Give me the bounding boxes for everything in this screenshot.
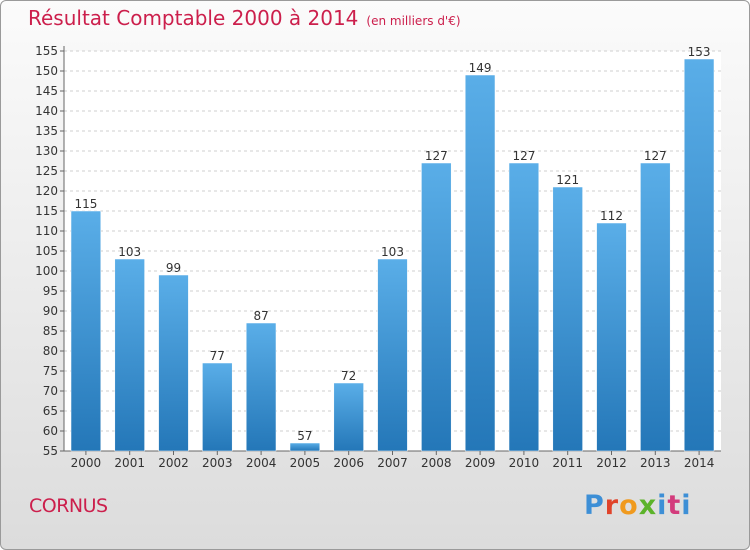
y-tick-label: 100 xyxy=(35,264,58,278)
x-tick-label-2000: 2000 xyxy=(71,456,102,470)
bar-2010 xyxy=(508,162,540,452)
bar-2003 xyxy=(202,362,233,452)
y-tick-label: 75 xyxy=(43,364,58,378)
y-tick-label: 130 xyxy=(35,144,58,158)
x-tick-label-2005: 2005 xyxy=(290,456,321,470)
y-tick-label: 120 xyxy=(35,184,58,198)
y-tick-label: 70 xyxy=(43,384,58,398)
bar-2008 xyxy=(421,162,452,452)
bar-2009 xyxy=(464,74,496,452)
x-tick-label-2004: 2004 xyxy=(246,456,277,470)
y-tick-label: 95 xyxy=(43,284,58,298)
bar-2005 xyxy=(289,442,321,452)
data-label-2007: 103 xyxy=(381,245,404,259)
bar-2004 xyxy=(245,322,277,452)
data-label-2002: 99 xyxy=(166,261,181,275)
x-tick-label-2012: 2012 xyxy=(596,456,627,470)
y-tick-label: 145 xyxy=(35,84,58,98)
x-tick-label-2014: 2014 xyxy=(684,456,715,470)
x-tick-label-2011: 2011 xyxy=(552,456,583,470)
bar-2012 xyxy=(596,222,627,452)
bar-2000 xyxy=(70,210,102,452)
bar-2014 xyxy=(683,58,715,452)
y-tick-label: 135 xyxy=(35,124,58,138)
bar-2006 xyxy=(333,382,364,452)
x-tick-label-2001: 2001 xyxy=(114,456,145,470)
x-tick-label-2010: 2010 xyxy=(509,456,540,470)
chart-title-text: Résultat Comptable 2000 à 2014 xyxy=(28,6,359,30)
x-tick-label-2008: 2008 xyxy=(421,456,452,470)
y-tick-label: 140 xyxy=(35,104,58,118)
data-label-2012: 112 xyxy=(600,209,623,223)
chart-title: Résultat Comptable 2000 à 2014 (en millie… xyxy=(28,6,461,30)
data-label-2010: 127 xyxy=(512,149,535,163)
y-tick-label: 85 xyxy=(43,324,58,338)
data-label-2000: 115 xyxy=(74,197,97,211)
x-tick-label-2003: 2003 xyxy=(202,456,233,470)
bar-2002 xyxy=(158,274,189,452)
bar-2001 xyxy=(114,258,145,452)
y-tick-label: 80 xyxy=(43,344,58,358)
bar-2011 xyxy=(552,186,583,452)
data-label-2004: 87 xyxy=(253,309,268,323)
x-tick-label-2007: 2007 xyxy=(377,456,408,470)
y-tick-label: 55 xyxy=(43,444,58,458)
y-tick-label: 125 xyxy=(35,164,58,178)
y-tick-label: 105 xyxy=(35,244,58,258)
y-tick-label: 60 xyxy=(43,424,58,438)
y-tick-label: 65 xyxy=(43,404,58,418)
y-tick-label: 90 xyxy=(43,304,58,318)
data-label-2003: 77 xyxy=(210,349,225,363)
y-tick-label: 110 xyxy=(35,224,58,238)
place-name: CORNUS xyxy=(29,495,108,517)
chart-subtitle: (en milliers d'€) xyxy=(366,14,461,28)
data-label-2005: 57 xyxy=(297,429,312,443)
proxiti-logo: Proxiti xyxy=(584,490,692,521)
data-label-2009: 149 xyxy=(469,61,492,75)
x-tick-label-2006: 2006 xyxy=(333,456,364,470)
data-label-2014: 153 xyxy=(688,45,711,59)
y-tick-label: 155 xyxy=(35,44,58,58)
data-label-2006: 72 xyxy=(341,369,356,383)
x-tick-label-2002: 2002 xyxy=(158,456,189,470)
y-tick-label: 150 xyxy=(35,64,58,78)
bar-2013 xyxy=(640,162,671,452)
data-label-2001: 103 xyxy=(118,245,141,259)
data-label-2008: 127 xyxy=(425,149,448,163)
bar-2007 xyxy=(377,258,408,452)
data-label-2013: 127 xyxy=(644,149,667,163)
data-label-2011: 121 xyxy=(556,173,579,187)
x-tick-label-2009: 2009 xyxy=(465,456,496,470)
x-tick-label-2013: 2013 xyxy=(640,456,671,470)
y-tick-label: 115 xyxy=(35,204,58,218)
